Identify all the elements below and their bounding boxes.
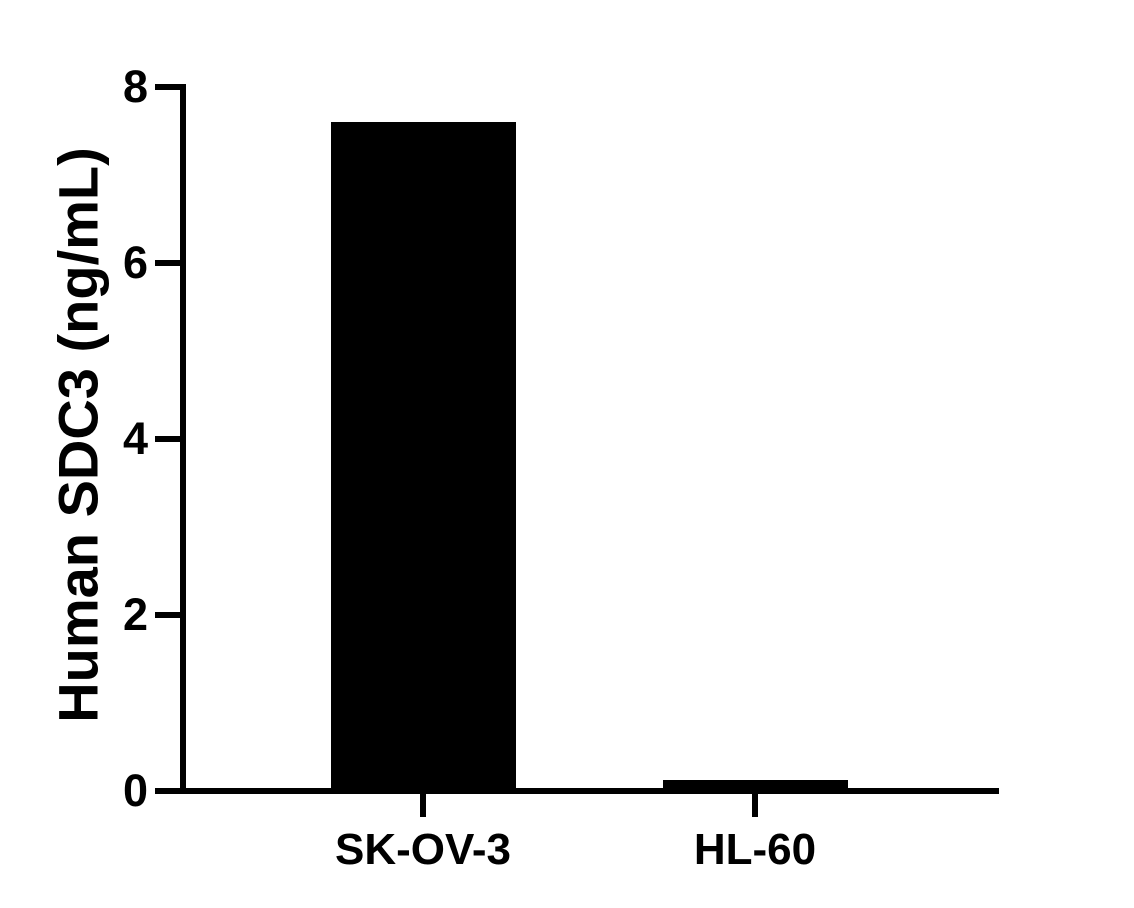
y-tick [155,612,180,618]
y-tick [155,788,180,794]
x-tick-label: SK-OV-3 [334,825,512,874]
y-tick-label: 2 [122,589,148,640]
x-tick [752,794,758,817]
y-tick-label: 6 [122,237,148,288]
bar [662,780,848,791]
y-tick-label: 0 [122,765,148,816]
x-axis-line [180,788,999,794]
y-tick [155,260,180,266]
y-tick-label: 4 [122,413,148,464]
y-tick [155,84,180,90]
y-axis-line [180,84,186,794]
y-tick [155,436,180,442]
x-tick-label: HL-60 [693,825,817,874]
bar [330,122,516,791]
y-tick-label: 8 [122,61,148,112]
x-tick [420,794,426,817]
